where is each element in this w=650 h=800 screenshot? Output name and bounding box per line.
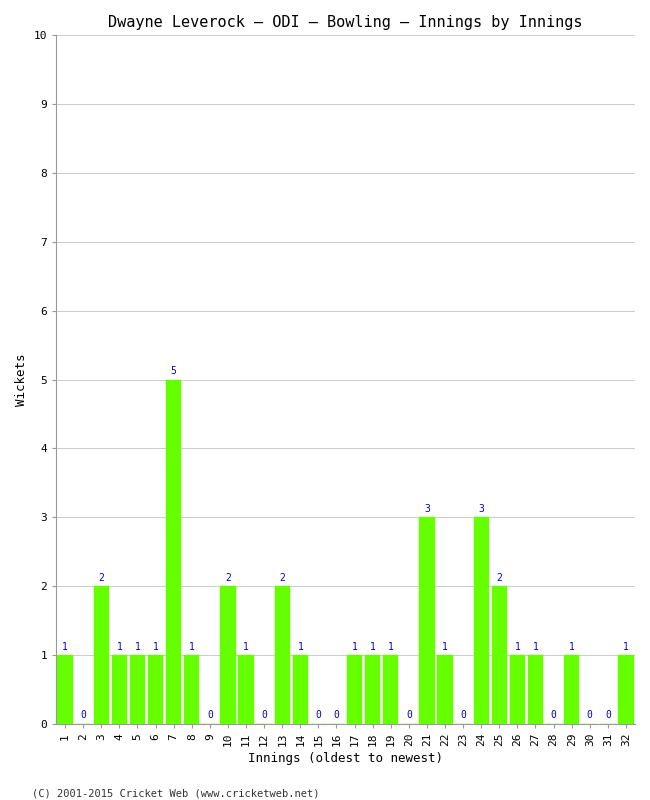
Bar	[292, 655, 308, 724]
Text: 1: 1	[623, 642, 629, 652]
Text: 1: 1	[116, 642, 122, 652]
Text: 1: 1	[370, 642, 376, 652]
Text: 2: 2	[98, 573, 104, 582]
Text: 2: 2	[497, 573, 502, 582]
Text: 2: 2	[280, 573, 285, 582]
Bar	[239, 655, 254, 724]
Bar	[184, 655, 200, 724]
Text: 1: 1	[298, 642, 304, 652]
Text: 0: 0	[406, 710, 412, 721]
Y-axis label: Wickets: Wickets	[15, 354, 28, 406]
Text: 0: 0	[551, 710, 556, 721]
Text: 1: 1	[189, 642, 195, 652]
Text: 0: 0	[81, 710, 86, 721]
Bar	[94, 586, 109, 724]
Bar	[166, 380, 181, 724]
Bar	[347, 655, 362, 724]
Bar	[383, 655, 398, 724]
Text: 2: 2	[225, 573, 231, 582]
Bar	[528, 655, 543, 724]
Bar	[130, 655, 145, 724]
Bar	[274, 586, 290, 724]
Bar	[112, 655, 127, 724]
Text: 0: 0	[261, 710, 267, 721]
Bar	[437, 655, 453, 724]
Text: 1: 1	[135, 642, 140, 652]
Text: 1: 1	[62, 642, 68, 652]
Text: 3: 3	[424, 504, 430, 514]
Bar	[57, 655, 73, 724]
Text: 1: 1	[532, 642, 538, 652]
Text: 1: 1	[514, 642, 521, 652]
Title: Dwayne Leverock – ODI – Bowling – Innings by Innings: Dwayne Leverock – ODI – Bowling – Inning…	[109, 15, 583, 30]
Bar	[365, 655, 380, 724]
Text: 1: 1	[388, 642, 394, 652]
Text: 0: 0	[333, 710, 339, 721]
Text: 0: 0	[460, 710, 466, 721]
Text: 0: 0	[587, 710, 593, 721]
Text: 0: 0	[605, 710, 611, 721]
Text: 0: 0	[315, 710, 321, 721]
Text: 0: 0	[207, 710, 213, 721]
Text: 1: 1	[243, 642, 249, 652]
Bar	[419, 518, 435, 724]
Bar	[618, 655, 634, 724]
X-axis label: Innings (oldest to newest): Innings (oldest to newest)	[248, 752, 443, 765]
Text: 1: 1	[569, 642, 575, 652]
Text: 1: 1	[442, 642, 448, 652]
Bar	[510, 655, 525, 724]
Bar	[474, 518, 489, 724]
Text: 3: 3	[478, 504, 484, 514]
Bar	[148, 655, 163, 724]
Bar	[220, 586, 236, 724]
Text: 1: 1	[352, 642, 358, 652]
Text: 5: 5	[171, 366, 177, 376]
Text: 1: 1	[153, 642, 159, 652]
Bar	[564, 655, 579, 724]
Bar	[491, 586, 507, 724]
Text: (C) 2001-2015 Cricket Web (www.cricketweb.net): (C) 2001-2015 Cricket Web (www.cricketwe…	[32, 788, 320, 798]
